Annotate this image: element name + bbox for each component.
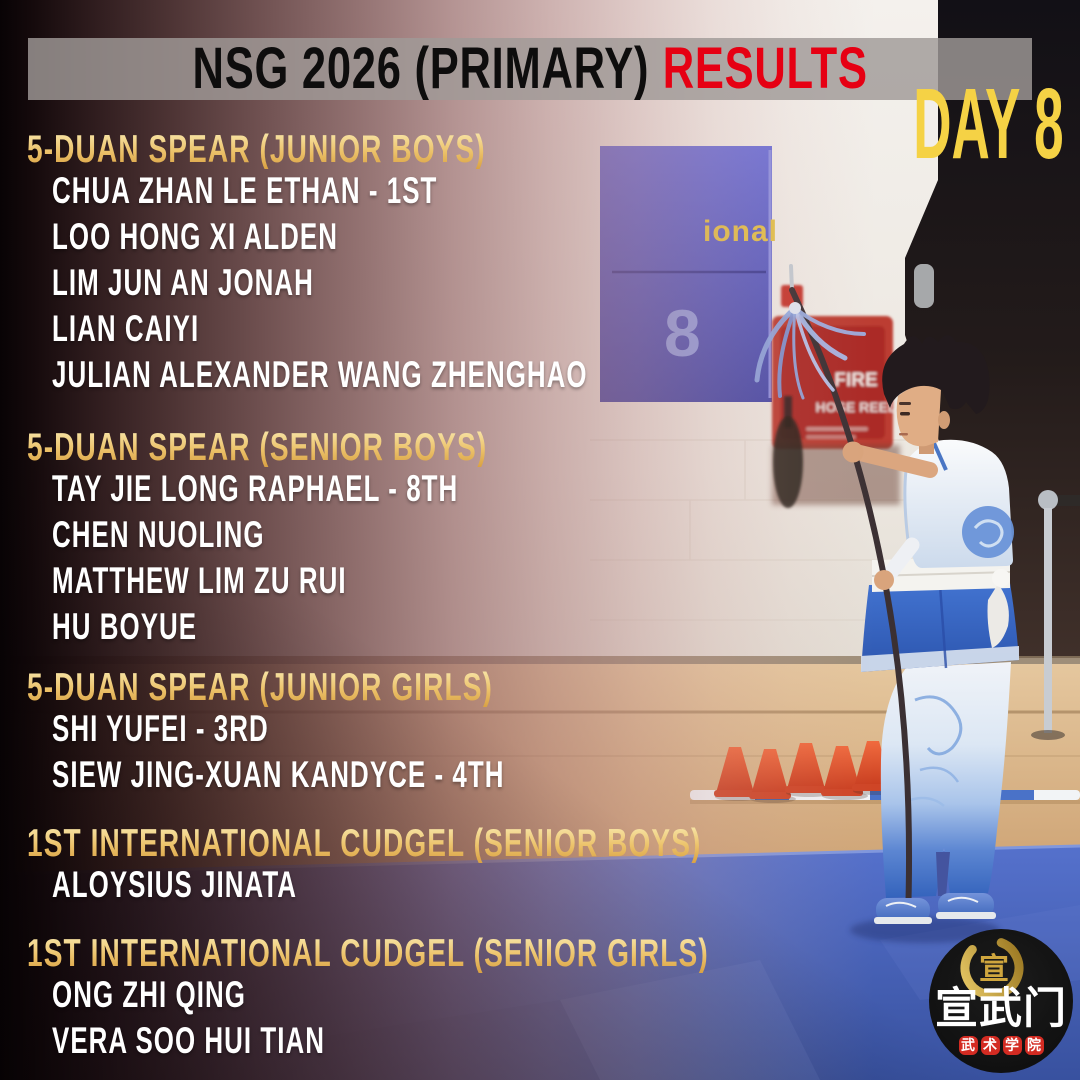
day-label: DAY 8 xyxy=(913,68,1064,180)
section-title: 5-DUAN SPEAR (SENIOR BOYS) xyxy=(27,428,747,467)
logo-subtitle-char: 术 xyxy=(980,1036,1000,1055)
result-name: CHEN NUOLING xyxy=(52,514,265,555)
logo-subtitle-char: 学 xyxy=(1002,1036,1022,1055)
results-section: 5-DUAN SPEAR (JUNIOR GIRLS) SHI YUFEI - 3… xyxy=(27,668,1027,793)
section-title: 1ST INTERNATIONAL CUDGEL (SENIOR GIRLS) xyxy=(27,934,747,973)
section-names: CHUA ZHAN LE ETHAN - 1ST LOO HONG XI ALDE… xyxy=(27,172,1027,393)
results-section: 5-DUAN SPEAR (SENIOR BOYS) TAY JIE LONG R… xyxy=(27,428,1027,645)
section-title: 5-DUAN SPEAR (JUNIOR GIRLS) xyxy=(27,668,747,707)
section-names: SHI YUFEI - 3RD SIEW JING-XUAN KANDYCE - … xyxy=(27,710,1027,793)
logo-subtitle-char: 院 xyxy=(1024,1036,1044,1055)
section-names: ONG ZHI QING VERA SOO HUI TIAN xyxy=(27,976,1027,1059)
emblem-character: 宣 xyxy=(979,953,1009,986)
result-name: LOO HONG XI ALDEN xyxy=(52,216,338,257)
result-name: JULIAN ALEXANDER WANG ZHENGHAO xyxy=(52,354,588,395)
result-name: HU BOYUE xyxy=(52,606,198,647)
section-names: TAY JIE LONG RAPHAEL - 8TH CHEN NUOLING MA… xyxy=(27,470,1027,645)
results-section: 1ST INTERNATIONAL CUDGEL (SENIOR GIRLS) O… xyxy=(27,934,1027,1059)
results-section: 1ST INTERNATIONAL CUDGEL (SENIOR BOYS) AL… xyxy=(27,824,1027,903)
section-title: 5-DUAN SPEAR (JUNIOR BOYS) xyxy=(27,130,747,169)
result-name: SHI YUFEI - 3RD xyxy=(52,708,269,749)
section-names: ALOYSIUS JINATA xyxy=(27,866,1027,903)
result-name: ALOYSIUS JINATA xyxy=(52,864,298,905)
result-name: LIM JUN AN JONAH xyxy=(52,262,314,303)
result-name: ONG ZHI QING xyxy=(52,974,246,1015)
results-section: 5-DUAN SPEAR (JUNIOR BOYS) CHUA ZHAN LE E… xyxy=(27,130,1027,393)
section-title: 1ST INTERNATIONAL CUDGEL (SENIOR BOYS) xyxy=(27,824,747,863)
result-name: LIAN CAIYI xyxy=(52,308,200,349)
result-name: SIEW JING-XUAN KANDYCE - 4TH xyxy=(52,754,505,795)
logo-name: 宣武门 xyxy=(935,985,1067,1033)
logo-subtitle-char: 武 xyxy=(958,1036,978,1055)
club-logo: 宣 宣武门 武术学院 xyxy=(929,929,1073,1073)
result-name: MATTHEW LIM ZU RUI xyxy=(52,560,347,601)
result-name: VERA SOO HUI TIAN xyxy=(52,1020,326,1061)
logo-subtitle: 武术学院 xyxy=(929,1036,1073,1055)
result-name: TAY JIE LONG RAPHAEL - 8TH xyxy=(52,468,459,509)
result-name: CHUA ZHAN LE ETHAN - 1ST xyxy=(52,170,438,211)
